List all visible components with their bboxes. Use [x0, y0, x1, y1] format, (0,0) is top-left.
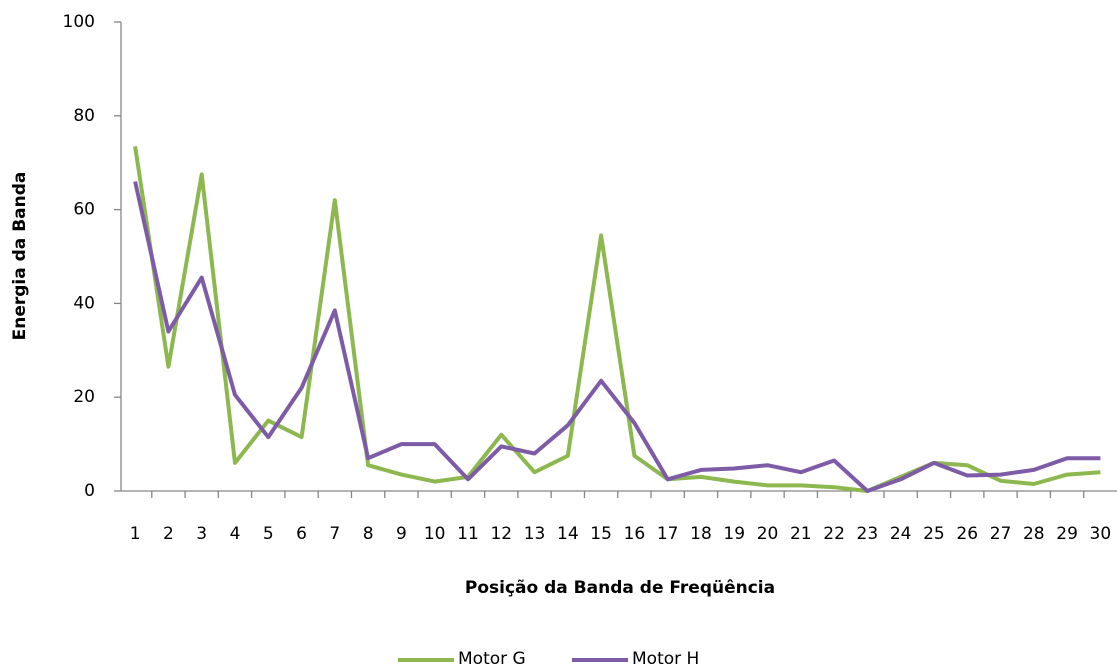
y-tick-label: 20 [73, 387, 95, 407]
x-axis-label: Posição da Banda de Freqüência [465, 578, 775, 598]
x-tick-label: 29 [1056, 524, 1078, 544]
x-tick-label: 3 [196, 524, 207, 544]
x-tick-label: 10 [424, 524, 446, 544]
x-tick-label: 19 [723, 524, 745, 544]
y-tick-label: 0 [84, 481, 95, 501]
x-tick-label: 20 [757, 524, 779, 544]
x-tick-label: 28 [1023, 524, 1045, 544]
x-tick-label: 6 [296, 524, 307, 544]
x-tick-label: 13 [524, 524, 546, 544]
x-tick-label: 27 [990, 524, 1012, 544]
x-tick-label: 5 [263, 524, 274, 544]
x-tick-label: 25 [923, 524, 945, 544]
series-line [133, 146, 1101, 493]
x-tick-label: 11 [457, 524, 479, 544]
x-tick-label: 30 [1090, 524, 1112, 544]
y-tick-label: 100 [63, 12, 95, 32]
x-tick-label: 1 [130, 524, 141, 544]
x-tick-label: 15 [590, 524, 612, 544]
x-tick-label: 2 [163, 524, 174, 544]
x-tick-label: 23 [857, 524, 879, 544]
x-tick-label: 26 [956, 524, 978, 544]
x-tick-label: 4 [230, 524, 241, 544]
x-tick-label: 18 [690, 524, 712, 544]
x-tick-label: 8 [363, 524, 374, 544]
x-tick-label: 22 [823, 524, 845, 544]
legend-label: Motor G [458, 649, 526, 667]
y-tick-label: 40 [73, 293, 95, 313]
x-tick-label: 17 [657, 524, 679, 544]
x-tick-label: 24 [890, 524, 912, 544]
series-line [133, 181, 1101, 493]
x-tick-label: 12 [490, 524, 512, 544]
y-tick-label: 80 [73, 106, 95, 126]
x-tick-label: 7 [329, 524, 340, 544]
x-tick-label: 14 [557, 524, 579, 544]
y-tick-label: 60 [73, 200, 95, 220]
y-axis-label: Energia da Banda [10, 172, 30, 341]
x-tick-label: 16 [624, 524, 646, 544]
x-tick-label: 9 [396, 524, 407, 544]
x-tick-label: 21 [790, 524, 812, 544]
legend-label: Motor H [632, 649, 699, 667]
